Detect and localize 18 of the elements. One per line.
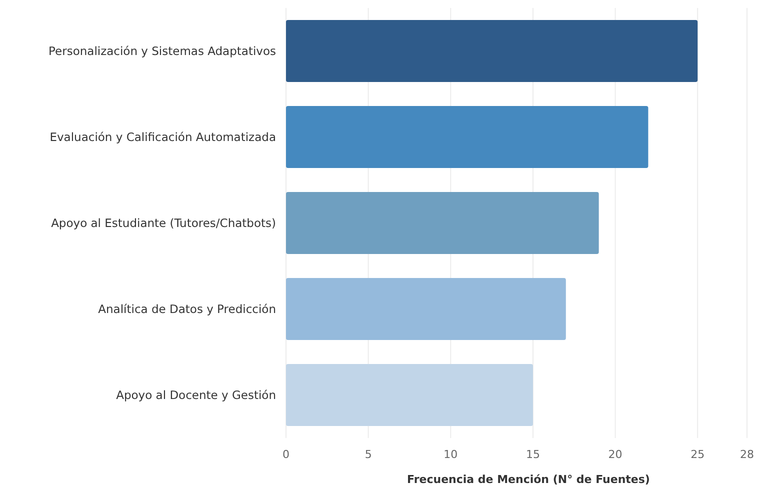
bar [286,278,566,340]
x-tick-label: 5 [364,448,372,461]
x-tick-label: 28 [740,448,754,461]
y-tick-label: Evaluación y Calificación Automatizada [50,130,276,144]
y-tick-label: Analítica de Datos y Predicción [98,302,276,316]
y-tick-label: Apoyo al Docente y Gestión [116,388,276,402]
bar [286,192,599,254]
y-tick-label: Personalización y Sistemas Adaptativos [48,44,276,58]
x-tick-label: 15 [526,448,540,461]
x-axis-title: Frecuencia de Mención (N° de Fuentes) [407,473,650,486]
x-tick-label: 0 [282,448,290,461]
bar [286,20,698,82]
bar [286,106,648,168]
x-tick-label: 25 [690,448,705,461]
y-tick-label: Apoyo al Estudiante (Tutores/Chatbots) [51,216,276,230]
bar [286,364,533,426]
x-tick-label: 10 [444,448,458,461]
x-tick-label: 20 [608,448,622,461]
